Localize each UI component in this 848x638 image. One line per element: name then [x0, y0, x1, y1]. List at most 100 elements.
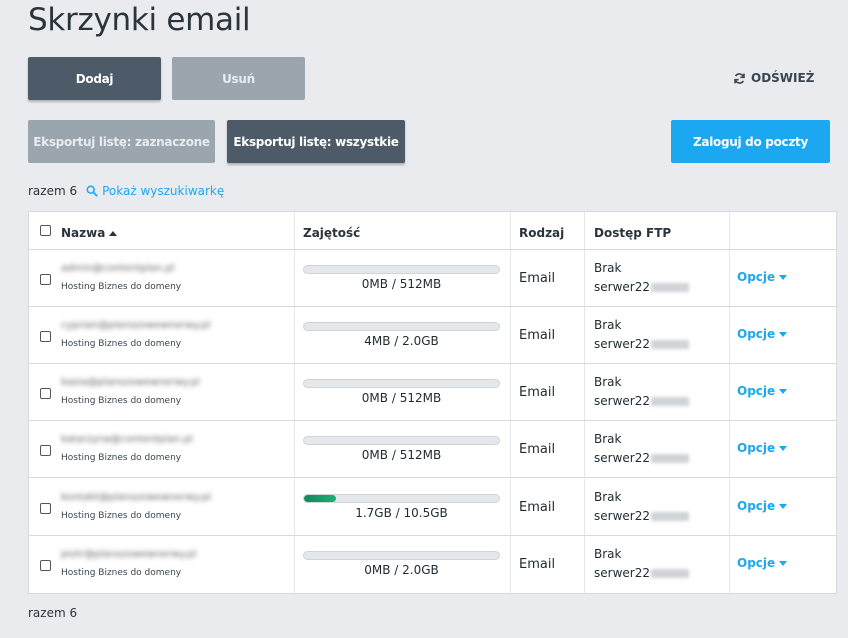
table-row: basia@planszowewnerwy.pl Hosting Biznes d… — [29, 364, 836, 421]
column-divider — [294, 364, 295, 420]
options-dropdown[interactable]: Opcje — [737, 384, 788, 398]
row-checkbox[interactable] — [40, 503, 51, 514]
caret-down-icon — [779, 445, 788, 451]
column-header-ftp: Dostęp FTP — [594, 226, 672, 240]
usage-text: 0MB / 512MB — [361, 448, 442, 462]
ftp-server-name: serwer22 — [594, 566, 650, 580]
column-divider — [729, 364, 730, 420]
usage-text: 1.7GB / 10.5GB — [355, 506, 448, 520]
ftp-server: serwer22 — [594, 394, 689, 408]
mailbox-type: Email — [519, 271, 556, 286]
usage-text: 0MB / 512MB — [361, 391, 442, 405]
ftp-server: serwer22 — [594, 337, 689, 351]
bottom-count-text: razem 6 — [28, 606, 78, 620]
mailbox-plan: Hosting Biznes do domeny — [61, 453, 182, 463]
refresh-icon — [734, 72, 745, 84]
column-divider — [510, 364, 511, 420]
options-label: Opcje — [737, 327, 776, 341]
column-divider — [584, 536, 585, 593]
column-header-type: Rodzaj — [519, 226, 565, 240]
column-divider — [729, 250, 730, 306]
column-header-name[interactable]: Nazwa — [61, 226, 118, 240]
column-divider — [584, 479, 585, 535]
usage-text: 0MB / 512MB — [361, 277, 442, 291]
mailbox-type: Email — [519, 557, 556, 572]
table-row: katarzyna@contentplan.pl Hosting Biznes d… — [29, 421, 836, 478]
caret-down-icon — [779, 331, 788, 337]
ftp-status: Brak — [594, 261, 622, 275]
add-button[interactable]: Dodaj — [28, 57, 161, 100]
table-row: admin@contentplan.pl Hosting Biznes do do… — [29, 250, 836, 307]
options-dropdown[interactable]: Opcje — [737, 441, 788, 455]
options-label: Opcje — [737, 556, 776, 570]
column-divider — [294, 212, 295, 249]
mailbox-address[interactable]: cyprian@planszowewnerwy.pl — [61, 320, 211, 331]
mailbox-address[interactable]: katarzyna@contentplan.pl — [61, 434, 193, 445]
caret-down-icon — [779, 560, 788, 566]
ftp-status: Brak — [594, 318, 622, 332]
caret-down-icon — [779, 388, 788, 394]
column-name-label: Nazwa — [61, 226, 106, 240]
ftp-status: Brak — [594, 432, 622, 446]
column-divider — [294, 421, 295, 477]
usage-bar — [303, 322, 500, 331]
column-divider — [729, 212, 730, 249]
options-label: Opcje — [737, 441, 776, 455]
ftp-server: serwer22 — [594, 566, 689, 580]
mailbox-type: Email — [519, 385, 556, 400]
mailbox-table: Nazwa Zajętość Rodzaj Dostęp FTP admin@c… — [28, 211, 837, 594]
count-summary: razem 6 Pokaż wyszukiwarkę — [28, 184, 224, 198]
table-row: kontakt@planszowewnerwy.pl Hosting Biznes… — [29, 479, 836, 536]
column-divider — [729, 479, 730, 535]
row-checkbox[interactable] — [40, 331, 51, 342]
count-text: razem 6 — [28, 184, 78, 198]
mailbox-address[interactable]: piotr@planszowewnerwy.pl — [61, 549, 197, 560]
column-divider — [729, 536, 730, 593]
row-checkbox[interactable] — [40, 274, 51, 285]
ftp-server: serwer22 — [594, 509, 689, 523]
options-dropdown[interactable]: Opcje — [737, 270, 788, 284]
usage-bar — [303, 379, 500, 388]
mailbox-address[interactable]: kontakt@planszowewnerwy.pl — [61, 492, 211, 503]
ftp-server-name: serwer22 — [594, 280, 650, 294]
options-label: Opcje — [737, 270, 776, 284]
column-divider — [510, 307, 511, 363]
show-search-link[interactable]: Pokaż wyszukiwarkę — [86, 184, 224, 198]
login-mail-button[interactable]: Zaloguj do poczty — [671, 120, 830, 163]
refresh-button[interactable]: ODŚWIEŻ — [733, 71, 814, 85]
column-divider — [729, 421, 730, 477]
refresh-label: ODŚWIEŻ — [751, 71, 815, 85]
options-dropdown[interactable]: Opcje — [737, 556, 788, 570]
caret-down-icon — [779, 503, 788, 509]
ftp-server-name: serwer22 — [594, 394, 650, 408]
mailbox-plan: Hosting Biznes do domeny — [61, 511, 182, 521]
column-divider — [294, 307, 295, 363]
column-divider — [584, 364, 585, 420]
export-selected-button[interactable]: Eksportuj listę: zaznaczone — [28, 120, 215, 163]
ftp-server-redacted — [650, 339, 689, 349]
column-divider — [510, 250, 511, 306]
column-divider — [584, 212, 585, 249]
column-divider — [294, 479, 295, 535]
mailbox-address[interactable]: basia@planszowewnerwy.pl — [61, 377, 200, 388]
page-title: Skrzynki email — [28, 2, 251, 38]
ftp-server-redacted — [650, 282, 689, 292]
ftp-status: Brak — [594, 547, 622, 561]
table-row: piotr@planszowewnerwy.pl Hosting Biznes d… — [29, 536, 836, 593]
select-all-checkbox[interactable] — [40, 225, 51, 236]
usage-bar — [303, 551, 500, 560]
ftp-server-name: serwer22 — [594, 337, 650, 351]
column-divider — [294, 536, 295, 593]
row-checkbox[interactable] — [40, 445, 51, 456]
export-all-button[interactable]: Eksportuj listę: wszystkie — [227, 120, 405, 163]
ftp-status: Brak — [594, 375, 622, 389]
remove-button[interactable]: Usuń — [172, 57, 305, 100]
options-dropdown[interactable]: Opcje — [737, 499, 788, 513]
ftp-server-name: serwer22 — [594, 451, 650, 465]
options-label: Opcje — [737, 384, 776, 398]
mailbox-address[interactable]: admin@contentplan.pl — [61, 263, 175, 274]
row-checkbox[interactable] — [40, 388, 51, 399]
options-dropdown[interactable]: Opcje — [737, 327, 788, 341]
search-link-label: Pokaż wyszukiwarkę — [102, 184, 225, 198]
row-checkbox[interactable] — [40, 560, 51, 571]
